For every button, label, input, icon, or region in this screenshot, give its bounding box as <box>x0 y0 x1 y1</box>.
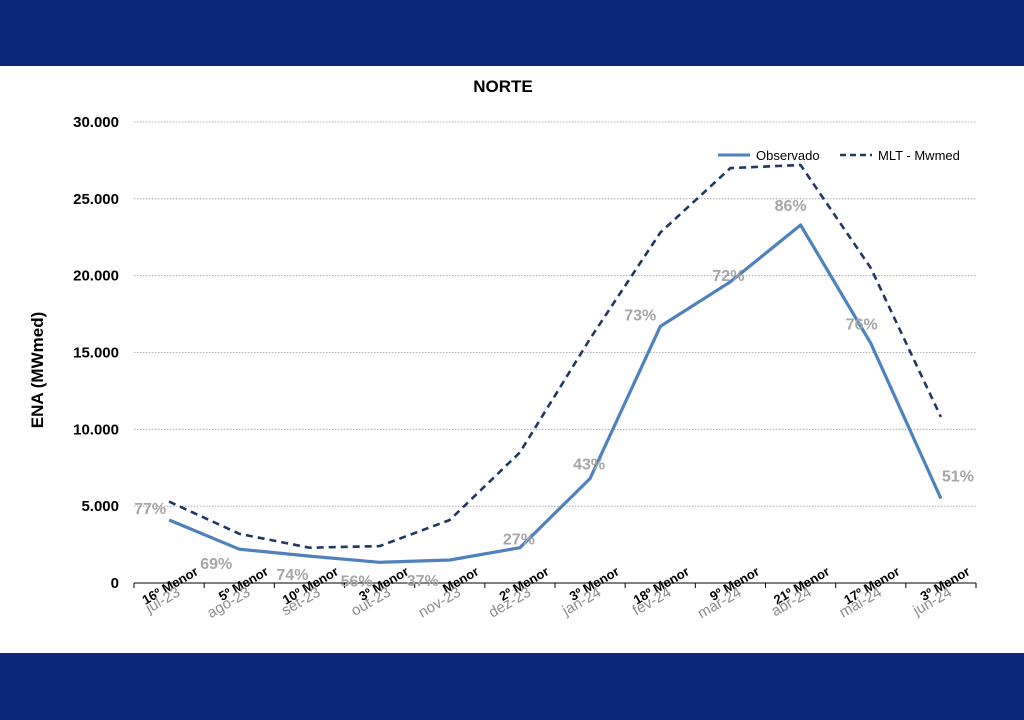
y-tick-label: 25.000 <box>73 191 119 208</box>
footer-band <box>0 653 1024 720</box>
percent-label: 43% <box>573 457 605 474</box>
gridlines <box>134 121 976 507</box>
y-tick-labels: 0 5.000 10.000 15.000 20.000 25.000 30.000 <box>73 114 119 592</box>
percent-label: 37% <box>407 573 439 590</box>
percent-label: 56% <box>341 573 373 590</box>
percent-label: 76% <box>846 316 878 333</box>
header-band <box>0 0 1024 66</box>
legend-label-mlt: MLT - Mwmed <box>878 148 960 163</box>
series-lines <box>168 163 943 564</box>
legend-label-observado: Observado <box>756 148 820 163</box>
series-line-mlt <box>168 163 943 549</box>
x-axis <box>133 582 977 588</box>
chart-title: NORTE <box>473 77 533 96</box>
percent-label: 86% <box>775 198 807 215</box>
y-tick-label: 30.000 <box>73 114 119 131</box>
percent-label: 72% <box>712 268 744 285</box>
percent-label: 27% <box>503 532 535 549</box>
y-tick-label: 0 <box>111 575 119 592</box>
legend: Observado MLT - Mwmed <box>718 148 960 163</box>
percent-label: 69% <box>200 556 232 573</box>
percent-label: 77% <box>134 501 166 518</box>
y-tick-label: 15.000 <box>73 345 119 362</box>
percent-label: 73% <box>624 307 656 324</box>
series-line-observado <box>168 223 943 564</box>
y-axis-label: ENA (MWmed) <box>28 312 47 428</box>
y-tick-label: 5.000 <box>81 498 119 515</box>
y-tick-label: 10.000 <box>73 421 119 438</box>
y-tick-label: 20.000 <box>73 268 119 285</box>
percent-label: 74% <box>276 567 308 584</box>
percent-label: 51% <box>942 468 974 485</box>
percent-labels: 77% 69% 74% 56% 37% 27% 43% 73% 72% 86% 76% 51% <box>134 198 974 590</box>
